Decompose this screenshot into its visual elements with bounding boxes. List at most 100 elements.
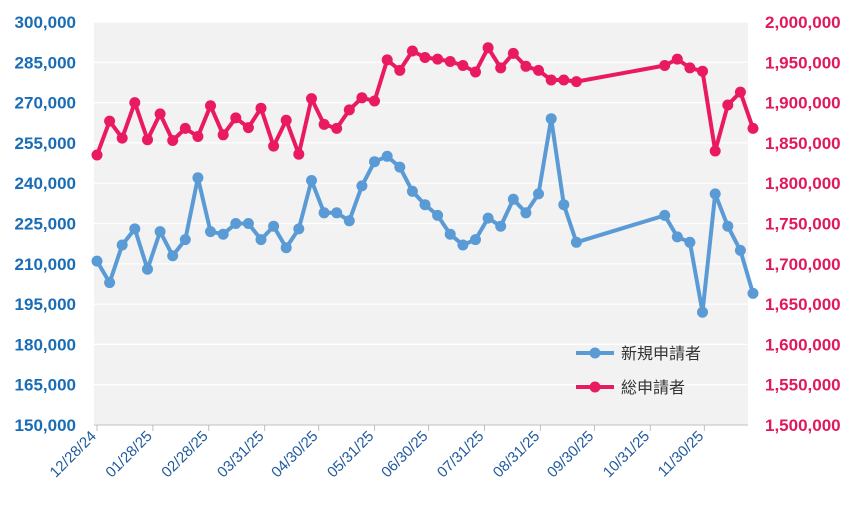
data-point[interactable]: [104, 277, 116, 289]
data-point[interactable]: [356, 92, 368, 104]
data-point[interactable]: [167, 135, 179, 146]
data-point[interactable]: [230, 218, 242, 229]
data-point[interactable]: [671, 53, 683, 65]
data-point[interactable]: [381, 54, 393, 66]
data-point[interactable]: [104, 115, 116, 127]
data-point[interactable]: [558, 199, 570, 211]
data-point[interactable]: [722, 99, 734, 111]
data-point[interactable]: [343, 215, 355, 227]
data-point[interactable]: [520, 60, 532, 72]
data-point[interactable]: [432, 209, 444, 221]
left-axis-tick-label: 270,000: [15, 94, 76, 113]
data-point[interactable]: [444, 228, 456, 240]
data-point[interactable]: [684, 236, 696, 248]
data-point[interactable]: [495, 220, 507, 232]
data-point[interactable]: [369, 156, 380, 168]
data-point[interactable]: [734, 244, 746, 256]
data-point[interactable]: [154, 226, 166, 238]
data-point[interactable]: [457, 239, 469, 251]
data-point[interactable]: [331, 207, 343, 219]
data-point[interactable]: [697, 65, 708, 77]
data-point[interactable]: [179, 122, 191, 134]
data-point[interactable]: [280, 114, 292, 126]
data-point[interactable]: [406, 185, 418, 197]
x-axis-tick-label: 07/31/25: [434, 428, 487, 481]
data-point[interactable]: [318, 207, 330, 219]
data-point[interactable]: [570, 76, 582, 88]
data-point[interactable]: [684, 62, 696, 74]
data-point[interactable]: [318, 118, 330, 130]
data-point[interactable]: [192, 131, 204, 142]
data-point[interactable]: [444, 56, 456, 67]
data-point[interactable]: [230, 112, 242, 124]
data-point[interactable]: [533, 64, 544, 76]
data-point[interactable]: [205, 100, 216, 112]
data-point[interactable]: [381, 150, 393, 162]
data-point[interactable]: [217, 228, 229, 240]
data-point[interactable]: [470, 234, 481, 246]
legend: 新規申請者 総申請者: [576, 344, 701, 397]
data-point[interactable]: [507, 193, 519, 205]
data-point[interactable]: [419, 199, 431, 211]
data-point[interactable]: [722, 220, 734, 232]
data-point[interactable]: [520, 207, 532, 219]
data-point[interactable]: [369, 95, 380, 107]
legend-item-series2[interactable]: 総申請者: [576, 378, 685, 397]
data-point[interactable]: [91, 255, 103, 267]
data-point[interactable]: [91, 149, 103, 161]
data-point[interactable]: [129, 223, 141, 235]
data-point[interactable]: [167, 250, 179, 262]
data-point[interactable]: [142, 263, 153, 275]
data-point[interactable]: [394, 161, 406, 173]
data-point[interactable]: [116, 132, 128, 144]
data-point[interactable]: [457, 60, 469, 71]
data-point[interactable]: [129, 97, 141, 109]
data-point[interactable]: [570, 236, 582, 248]
data-point[interactable]: [356, 180, 368, 192]
data-point[interactable]: [734, 86, 746, 98]
data-point[interactable]: [116, 239, 128, 251]
data-point[interactable]: [507, 47, 519, 59]
data-point[interactable]: [495, 62, 507, 74]
data-point[interactable]: [406, 45, 418, 57]
data-point[interactable]: [659, 60, 671, 71]
data-point[interactable]: [747, 122, 759, 134]
data-point[interactable]: [432, 53, 444, 65]
data-point[interactable]: [192, 172, 204, 184]
data-point[interactable]: [293, 148, 305, 160]
data-point[interactable]: [268, 220, 280, 232]
data-point[interactable]: [709, 188, 721, 200]
data-point[interactable]: [331, 122, 343, 134]
data-point[interactable]: [268, 140, 280, 152]
data-point[interactable]: [280, 242, 292, 254]
data-point[interactable]: [545, 74, 557, 86]
data-point[interactable]: [482, 212, 494, 224]
right-axis-tick-label: 1,850,000: [765, 134, 841, 153]
data-point[interactable]: [255, 234, 267, 246]
data-point[interactable]: [154, 108, 166, 120]
data-point[interactable]: [255, 102, 267, 114]
data-point[interactable]: [671, 231, 683, 243]
data-point[interactable]: [179, 234, 191, 246]
data-point[interactable]: [558, 74, 570, 86]
data-point[interactable]: [217, 129, 229, 141]
data-point[interactable]: [306, 175, 317, 186]
data-point[interactable]: [293, 223, 305, 235]
data-point[interactable]: [142, 134, 153, 146]
data-point[interactable]: [659, 209, 671, 221]
data-point[interactable]: [306, 93, 317, 105]
data-point[interactable]: [482, 42, 494, 54]
data-point[interactable]: [470, 66, 481, 78]
data-point[interactable]: [205, 226, 216, 238]
data-point[interactable]: [343, 104, 355, 116]
data-point[interactable]: [697, 306, 708, 318]
data-point[interactable]: [242, 218, 254, 229]
data-point[interactable]: [709, 145, 721, 157]
data-point[interactable]: [533, 188, 544, 200]
data-point[interactable]: [242, 122, 254, 134]
data-point[interactable]: [394, 64, 406, 76]
data-point[interactable]: [747, 287, 759, 299]
data-point[interactable]: [545, 113, 557, 125]
legend-item-series1[interactable]: 新規申請者: [576, 344, 701, 363]
data-point[interactable]: [419, 52, 431, 63]
